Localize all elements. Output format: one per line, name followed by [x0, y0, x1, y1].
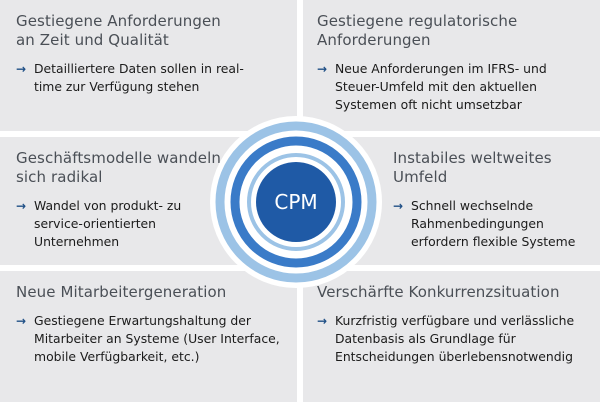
arrow-right-icon: →	[16, 314, 27, 328]
bullet-text: Kurzfristig verfügbare und verlässliche …	[335, 313, 575, 364]
bullet-text: Schnell wechselnde Rahmenbedingungen erf…	[411, 198, 576, 249]
list-item: → Kurzfristig verfügbare und verlässlich…	[317, 312, 586, 366]
tile-title: Verschärfte Konkurrenzsituation	[317, 283, 560, 301]
arrow-right-icon: →	[16, 62, 27, 76]
tile-unstable-environment: Instabiles weltweites Umfeld → Schnell w…	[303, 137, 600, 265]
tile-title: Instabiles weltweites Umfeld	[393, 149, 552, 186]
arrow-right-icon: →	[393, 199, 404, 213]
bullet-text: Wandel von produkt- zu service-orientier…	[34, 198, 182, 249]
list-item: → Neue Anforderungen im IFRS- und Steuer…	[317, 60, 586, 114]
tile-business-models: Geschäftsmodelle wandeln sich radikal → …	[0, 137, 297, 265]
bullet-text: Gestiegene Erwartungshaltung der Mitarbe…	[34, 313, 280, 364]
list-item: → Schnell wechselnde Rahmenbedingungen e…	[317, 197, 586, 251]
tile-time-quality: Gestiegene Anforderungen an Zeit und Qua…	[0, 0, 297, 131]
tile-title: Geschäftsmodelle wandeln sich radikal	[16, 149, 221, 186]
tile-title: Neue Mitarbeitergeneration	[16, 283, 227, 301]
arrow-right-icon: →	[16, 199, 27, 213]
arrow-right-icon: →	[317, 62, 328, 76]
tile-title: Gestiegene Anforderungen an Zeit und Qua…	[16, 12, 221, 49]
tile-title: Gestiegene regulatorische Anforderungen	[317, 12, 518, 49]
bullet-text: Detailliertere Daten sollen in real-time…	[34, 61, 244, 94]
bullet-text: Neue Anforderungen im IFRS- und Steuer-U…	[335, 61, 547, 112]
list-item: → Detailliertere Daten sollen in real-ti…	[16, 60, 283, 96]
list-item: → Wandel von produkt- zu service-orienti…	[16, 197, 283, 251]
tile-employee-generation: Neue Mitarbeitergeneration → Gestiegene …	[0, 271, 297, 402]
tile-regulatory: Gestiegene regulatorische Anforderungen …	[303, 0, 600, 131]
list-item: → Gestiegene Erwartungshaltung der Mitar…	[16, 312, 283, 366]
arrow-right-icon: →	[317, 314, 328, 328]
tile-competition: Verschärfte Konkurrenzsituation → Kurzfr…	[303, 271, 600, 402]
